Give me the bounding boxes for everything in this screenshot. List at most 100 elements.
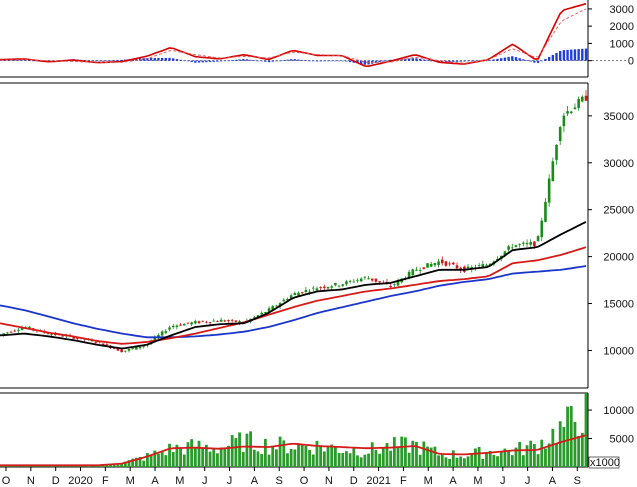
macd-histogram-bar — [168, 57, 171, 61]
macd-histogram-bar — [230, 60, 234, 61]
macd-histogram-bar — [179, 59, 182, 61]
volume-bar — [555, 443, 558, 467]
macd-histogram-bar — [323, 60, 326, 62]
volume-bar — [263, 438, 267, 467]
macd-histogram-bar — [146, 58, 149, 61]
macd-histogram-bar — [120, 59, 123, 61]
macd-histogram-bar — [105, 60, 109, 62]
volume-bar — [488, 450, 492, 467]
volume-bar — [529, 440, 533, 467]
x-tick-label: S — [574, 475, 581, 487]
candle-body — [348, 280, 352, 282]
candle-body — [142, 345, 146, 347]
x-tick-label: D — [350, 475, 358, 487]
volume-bar — [496, 456, 499, 467]
macd-histogram-bar — [312, 60, 315, 62]
volume-bar — [396, 446, 400, 467]
volume-bar — [322, 451, 326, 467]
candle-body — [477, 265, 481, 266]
macd-histogram-bar — [83, 60, 86, 61]
macd-histogram-bar — [172, 58, 175, 61]
macd-histogram-bar — [492, 59, 496, 61]
macd-panel: 3000 2000 1000 0 — [0, 0, 634, 78]
candle-body — [267, 308, 271, 313]
macd-histogram-bar — [116, 60, 120, 61]
candle-body — [555, 144, 558, 160]
macd-histogram-bar — [326, 60, 330, 62]
macd-histogram-bar — [245, 59, 249, 61]
macd-histogram-bar — [186, 60, 190, 62]
volume-bar — [304, 445, 308, 467]
volume-bar — [352, 447, 356, 467]
x-tick-label: J — [525, 475, 531, 487]
candle-body — [76, 338, 79, 339]
price-tick-label: 15000 — [603, 299, 634, 311]
candle-body — [566, 111, 569, 114]
macd-histogram-bar — [315, 60, 319, 62]
macd-histogram-bar — [500, 58, 503, 61]
volume-bar — [275, 449, 278, 467]
volume-bar — [481, 458, 485, 467]
macd-histogram-bar — [566, 49, 569, 61]
candle-body — [293, 293, 297, 296]
volume-bar — [392, 437, 396, 467]
candle-body — [227, 320, 230, 322]
volume-bar — [289, 448, 293, 467]
volume-bar — [31, 465, 35, 467]
macd-histogram-bar — [522, 59, 525, 61]
volume-bar — [146, 453, 149, 467]
candle-body — [164, 331, 168, 333]
candle-body — [444, 261, 448, 266]
volume-bar — [385, 443, 389, 467]
volume-bar — [179, 447, 182, 467]
volume-bar — [363, 454, 367, 467]
volume-bar — [455, 457, 459, 467]
candle-body — [488, 263, 492, 266]
candle-body — [562, 115, 566, 127]
candle-body — [378, 281, 381, 283]
candle-body — [135, 346, 138, 350]
candle-body — [396, 280, 400, 286]
candle-body — [223, 320, 227, 322]
volume-bar — [485, 453, 488, 467]
macd-histogram-bar — [503, 57, 507, 61]
macd-histogram-bar — [142, 58, 145, 61]
candle-body — [182, 323, 186, 326]
volume-bar — [451, 450, 455, 467]
volume-bar — [389, 450, 393, 467]
volume-bar — [227, 445, 230, 467]
candle-body — [440, 259, 444, 264]
volume-bar — [444, 457, 448, 467]
price-moving-average-1 — [0, 246, 587, 345]
candle-body — [426, 263, 429, 268]
candle-body — [190, 322, 193, 325]
candle-body — [584, 95, 588, 101]
candle-body — [275, 305, 278, 307]
candle-body — [9, 331, 13, 333]
candle-body — [282, 299, 286, 302]
macd-histogram-bar — [20, 59, 24, 61]
volume-bar — [245, 433, 249, 467]
candle-body — [179, 324, 182, 326]
macd-histogram-bar — [389, 59, 392, 61]
candle-body — [330, 286, 333, 288]
x-tick-label: O — [300, 475, 309, 487]
macd-histogram-bar — [330, 60, 333, 62]
macd-histogram-bar — [197, 60, 201, 63]
macd-tick-label: 2000 — [610, 21, 634, 33]
candle-body — [101, 343, 105, 346]
candle-body — [201, 320, 205, 322]
macd-histogram-bar — [485, 60, 488, 62]
price-tick-label: 25000 — [603, 205, 634, 217]
macd-histogram-bar — [98, 60, 101, 62]
macd-histogram-bar — [404, 58, 407, 61]
price-panel: 35000 30000 25000 20000 15000 10000 — [0, 82, 634, 389]
macd-histogram-bar — [529, 60, 532, 62]
volume-bar — [0, 465, 2, 467]
volume-tick-label: 5000 — [610, 434, 634, 446]
volume-bar — [241, 451, 245, 467]
price-tick-label: 20000 — [603, 252, 634, 264]
volume-bar — [370, 442, 374, 467]
candle-body — [514, 245, 518, 247]
candle-body — [407, 271, 411, 279]
